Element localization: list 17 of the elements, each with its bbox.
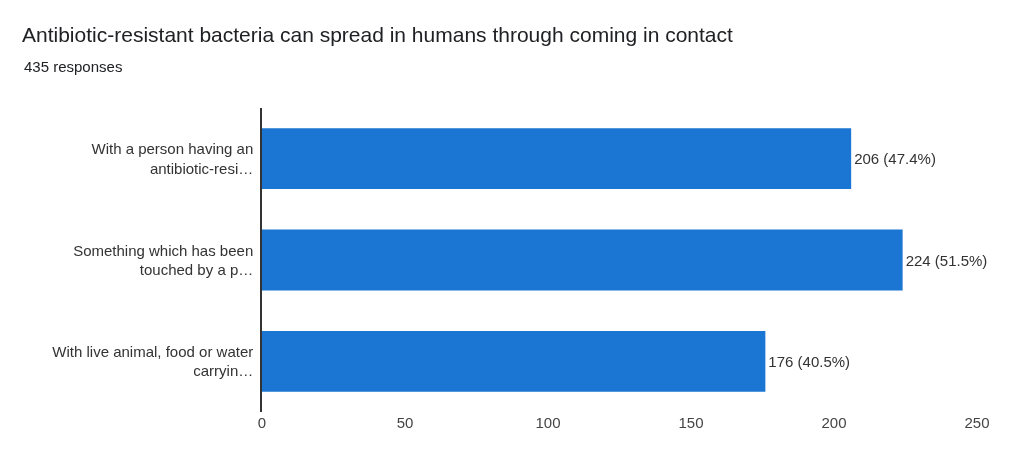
data-label: 176 (40.5%) — [768, 352, 851, 370]
y-tick-label: With live animal, food or water carryin… — [52, 342, 254, 380]
x-tick-label: 0 — [257, 414, 267, 431]
x-tick-label: 100 — [535, 414, 561, 431]
y-tick-label: Something which has been touched by a p… — [73, 241, 254, 278]
y-tick-label: With a person having an antibiotic-resi… — [91, 140, 254, 177]
x-tick-label: 150 — [678, 414, 704, 431]
x-tick-label: 250 — [964, 414, 990, 431]
data-label: 206 (47.4%) — [854, 150, 936, 168]
chart-title: Antibiotic-resistant bacteria can spread in humans through coming in contact — [22, 23, 734, 47]
x-tick-label: 200 — [821, 414, 847, 431]
data-label: 224 (51.5%) — [905, 251, 988, 269]
x-tick-label: 50 — [396, 414, 414, 431]
bar — [262, 229, 903, 291]
bar — [262, 128, 852, 190]
bar — [262, 330, 766, 392]
text: 435 responses — [24, 58, 123, 75]
